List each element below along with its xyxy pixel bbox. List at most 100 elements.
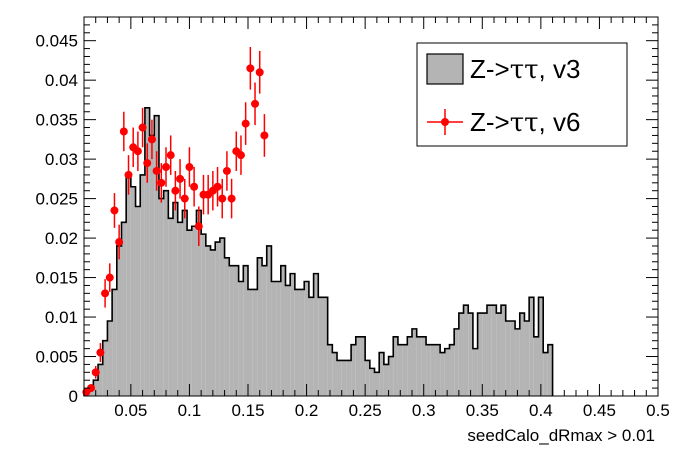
point-marker: [105, 273, 114, 282]
histogram-bin: [322, 297, 328, 396]
point-marker: [255, 68, 264, 77]
histogram-bin: [472, 348, 478, 396]
histogram-bin: [482, 313, 487, 396]
histogram-bin: [365, 360, 370, 396]
y-tick-label: 0: [69, 387, 78, 406]
point-marker: [180, 194, 189, 203]
histogram-bin: [501, 305, 506, 396]
histogram-bin: [407, 336, 412, 396]
x-tick-label: 0.4: [529, 401, 553, 420]
histogram-bin: [313, 273, 319, 396]
histogram-bin: [388, 356, 394, 396]
histogram-bin: [126, 174, 131, 396]
point-marker: [176, 174, 185, 183]
data-point: [152, 151, 161, 191]
y-tick-label: 0.02: [45, 229, 78, 248]
legend-label-v3: Z->ττ, v3: [470, 54, 580, 85]
x-tick-label: 0.1: [178, 401, 202, 420]
histogram-bin: [426, 344, 431, 396]
x-tick-label: 0.25: [349, 401, 382, 420]
data-point: [180, 178, 189, 219]
data-point: [96, 343, 105, 363]
point-marker: [152, 166, 161, 175]
histogram-bin: [533, 336, 539, 396]
histogram-bin: [248, 289, 253, 396]
data-point: [166, 135, 175, 175]
data-point: [236, 135, 245, 175]
histogram-bin: [402, 344, 408, 396]
point-marker: [222, 166, 231, 175]
histogram-bin: [393, 336, 398, 396]
histogram-bin: [144, 107, 150, 396]
x-tick-labels: 0.05 0.1 0.15 0.2 0.25 0.3 0.35 0.4 0.45 0.5: [114, 401, 670, 420]
y-tick-label: 0.045: [35, 32, 78, 51]
point-marker: [241, 119, 250, 128]
histogram-bin: [93, 380, 99, 396]
legend-swatch-v3: [426, 53, 464, 85]
x-tick-label: 0.45: [583, 401, 616, 420]
point-marker: [101, 289, 110, 298]
histogram-bin: [205, 245, 211, 396]
histogram-bin: [468, 313, 473, 396]
histogram-bin: [416, 336, 422, 396]
histogram-bin: [351, 344, 356, 396]
data-point: [208, 170, 217, 211]
histogram-bin: [519, 313, 525, 396]
histogram-bin: [458, 313, 464, 396]
y-tick-labels: 0 0.005 0.01 0.015 0.02 0.025 0.03 0.035 0.04 0.0…: [35, 32, 78, 406]
histogram-bin: [374, 372, 380, 396]
data-point: [218, 178, 227, 219]
histogram-bin: [444, 348, 450, 396]
legend-label-v6: Z->ττ, v6: [470, 107, 580, 138]
histogram-bin: [163, 190, 169, 396]
histogram-bin: [294, 289, 300, 396]
histogram-bin: [130, 186, 136, 396]
histogram-bin: [290, 273, 295, 396]
histogram-bin: [210, 249, 216, 396]
histogram-bin: [276, 281, 281, 396]
histogram-bin: [332, 352, 338, 396]
histogram-bin: [191, 226, 197, 396]
data-point: [251, 82, 260, 126]
data-point: [232, 131, 241, 171]
data-point: [162, 147, 170, 187]
y-tick-label: 0.035: [35, 111, 78, 130]
histogram-bin: [379, 352, 384, 396]
y-tick-label: 0.03: [45, 150, 78, 169]
point-marker: [110, 206, 119, 215]
axis-ticks: [83, 16, 659, 397]
histogram-bin: [215, 242, 220, 396]
histogram-bin: [257, 257, 263, 396]
data-point: [138, 107, 147, 148]
x-tick-label: 0.15: [231, 401, 264, 420]
data-point: [105, 263, 114, 292]
histogram-bin: [243, 265, 248, 396]
histogram-bin: [421, 336, 427, 396]
histogram-bin: [107, 320, 113, 396]
point-marker: [157, 178, 166, 187]
histogram-bin: [337, 360, 342, 396]
histogram-bin: [304, 281, 309, 396]
histogram-bin: [543, 352, 548, 396]
data-point: [87, 384, 96, 393]
histogram-bin: [266, 245, 272, 396]
histogram-bin: [271, 281, 277, 396]
legend-marker-dot-v6: [441, 118, 449, 126]
histogram-bin: [173, 202, 178, 396]
point-marker: [260, 131, 269, 140]
histogram-bin: [346, 360, 352, 396]
v6-points-layer: [82, 47, 269, 397]
data-point: [227, 178, 236, 219]
point-marker: [185, 163, 194, 172]
y-tick-label: 0.04: [45, 71, 78, 90]
y-tick-label: 0.01: [45, 308, 78, 327]
histogram-bin: [154, 115, 159, 397]
histogram-bin: [529, 297, 534, 396]
histogram-bin: [135, 206, 141, 396]
histogram-bin: [318, 297, 323, 396]
histogram-bin: [201, 234, 206, 396]
point-marker: [138, 123, 147, 132]
histogram-bin: [538, 297, 544, 396]
histogram-bin: [140, 174, 145, 396]
histogram-bin: [196, 210, 202, 396]
